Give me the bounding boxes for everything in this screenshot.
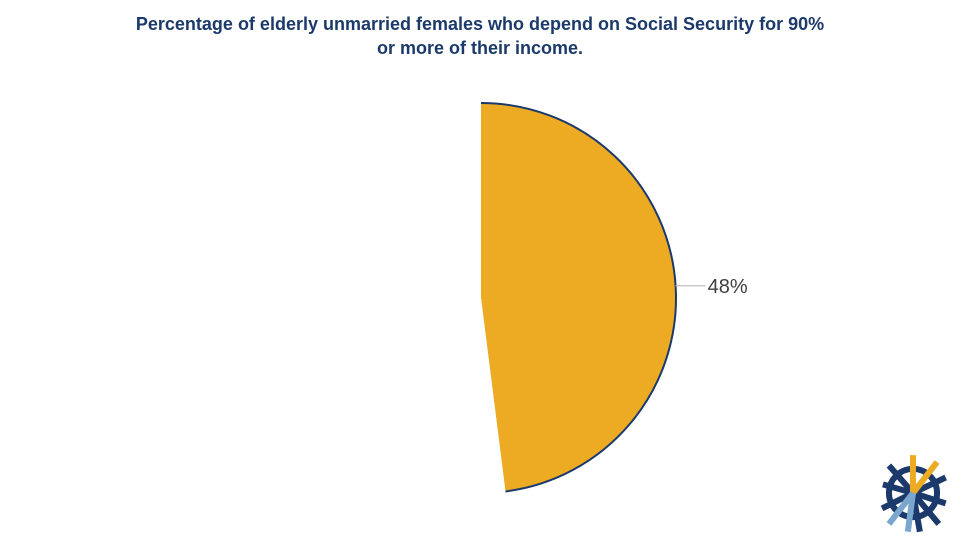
pie-slice-1 <box>286 103 506 493</box>
data-label-0: 48% <box>708 276 748 298</box>
pie-slice-0 <box>481 103 677 492</box>
ship-wheel-logo-icon <box>880 455 947 533</box>
chart-title-line-1: Percentage of elderly unmarried females … <box>135 14 825 34</box>
pie-slice-outline-0 <box>480 102 677 493</box>
chart-title-line-2: or more of their income. <box>376 38 584 58</box>
chart-title: Percentage of elderly unmarried females … <box>0 12 960 60</box>
